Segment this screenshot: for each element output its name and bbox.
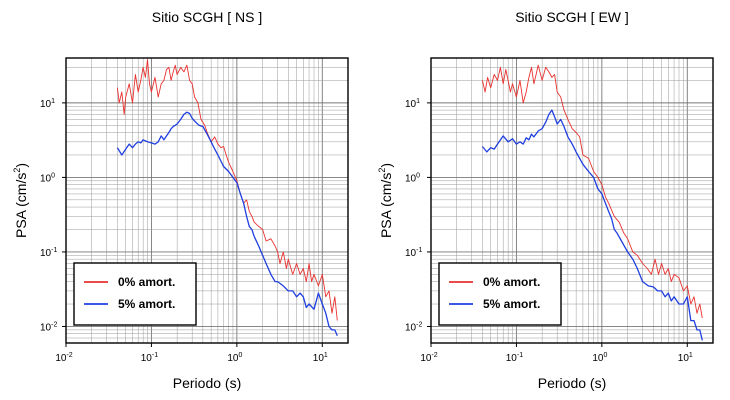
- y-tick-label: 10-2: [40, 321, 57, 333]
- series-line-5pct: [481, 109, 703, 341]
- y-tick-label: 100: [405, 172, 420, 184]
- series-line-0pct: [116, 59, 338, 321]
- legend: 0% amort. 5% amort.: [73, 262, 197, 326]
- series-line-5pct: [116, 111, 338, 337]
- y-tick-label: 100: [40, 172, 55, 184]
- legend-label: 5% amort.: [483, 297, 540, 311]
- legend-box: [438, 262, 562, 326]
- panel-ns: Sitio SCGH [ NS ] 10-2 10-1 100 101 10-2 10-1 1…: [12, 9, 349, 391]
- plot-frame: [65, 57, 349, 344]
- legend: 0% amort. 5% amort.: [438, 262, 562, 326]
- x-tick-label: 10-2: [420, 352, 437, 364]
- x-tick-label: 10-2: [55, 352, 72, 364]
- y-axis-label: PSA (cm/s2): [377, 163, 394, 238]
- x-axis-label: Periodo (s): [538, 375, 606, 391]
- x-tick-label: 101: [313, 352, 328, 364]
- y-tick-label: 10-2: [405, 321, 422, 333]
- y-tick-label: 101: [40, 98, 55, 110]
- plot-frame: [430, 57, 714, 344]
- chart-title: Sitio SCGH [ EW ]: [515, 9, 629, 25]
- legend-label: 0% amort.: [483, 275, 540, 289]
- y-tick-label: 10-1: [40, 247, 57, 259]
- x-tick-label: 10-1: [141, 352, 158, 364]
- y-tick-label: 101: [405, 98, 420, 110]
- legend-label: 5% amort.: [118, 297, 175, 311]
- y-axis-label: PSA (cm/s2): [12, 163, 29, 238]
- legend-label: 0% amort.: [118, 275, 175, 289]
- x-tick-label: 100: [592, 352, 607, 364]
- chart-title: Sitio SCGH [ NS ]: [152, 9, 262, 25]
- x-tick-label: 101: [678, 352, 693, 364]
- x-axis-label: Periodo (s): [173, 375, 241, 391]
- y-tick-label: 10-1: [405, 247, 422, 259]
- panel-ew: Sitio SCGH [ EW ] 10-2 10-1 100 101 10-2 10-1 1…: [377, 9, 714, 391]
- legend-box: [73, 262, 197, 326]
- series-line-0pct: [481, 64, 703, 319]
- x-tick-label: 10-1: [506, 352, 523, 364]
- x-tick-label: 100: [227, 352, 242, 364]
- grid: [65, 57, 349, 344]
